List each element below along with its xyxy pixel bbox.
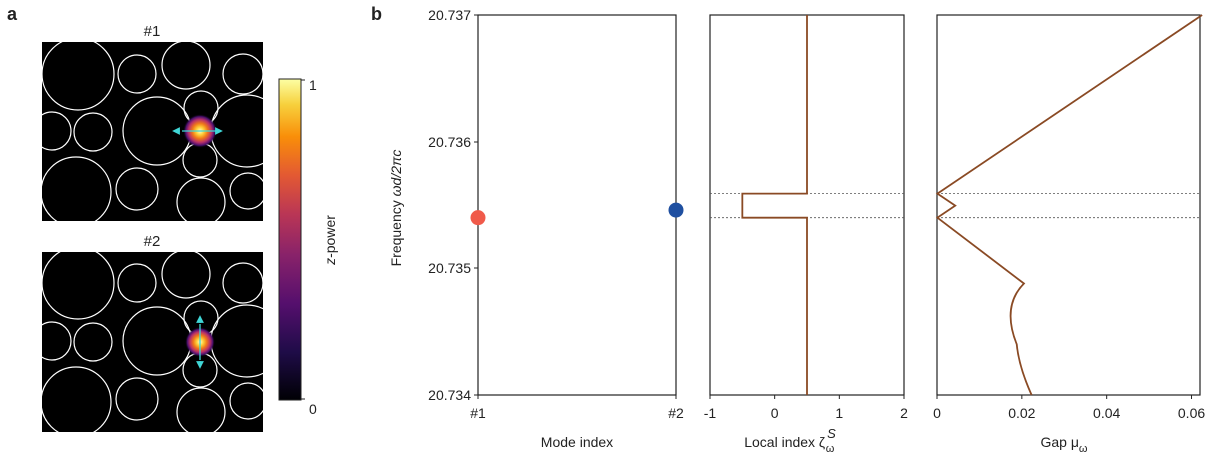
colorbar-max: 1 — [309, 77, 317, 93]
local-index-plot: -1 0 1 2 — [704, 15, 908, 421]
x-tick-label: 0.06 — [1178, 405, 1205, 421]
x-axis-label-mode-index: Mode index — [541, 434, 613, 450]
mode-index-plot-frame — [477, 14, 677, 396]
colorbar: 1 0 z-power — [278, 77, 338, 417]
x-tick-label: 0.04 — [1093, 405, 1120, 421]
image-1-title: #1 — [144, 23, 161, 40]
x-tick-label: 2 — [900, 405, 908, 421]
mode-point — [668, 202, 684, 218]
x-tick-label: 1 — [835, 405, 843, 421]
panel-b-letter: b — [371, 4, 382, 24]
mode-point — [470, 210, 486, 226]
y-tick-label: 20.734 — [428, 387, 471, 403]
x-tick-label: 0 — [771, 405, 779, 421]
gap-plot-frame — [936, 14, 1201, 396]
x-axis-label-gap: Gap μω — [1040, 434, 1087, 455]
series-line — [741, 15, 808, 395]
hole-circles-1 — [42, 42, 263, 221]
x-axis-label-local-index: Local index ζS ω — [744, 426, 836, 455]
y-tick-label: 20.735 — [428, 260, 471, 276]
y-axis-label: Frequency ωd/2πc — [388, 150, 404, 267]
mode-index-plot: #1 #2 — [470, 202, 684, 421]
x-tick-label: #1 — [470, 405, 486, 421]
series-line — [935, 14, 1203, 396]
panel-a-letter: a — [7, 4, 18, 24]
x-tick-label: 0 — [933, 405, 941, 421]
colorbar-label: z-power — [322, 215, 338, 266]
gap-plot: 0 0.02 0.04 0.06 — [933, 14, 1205, 421]
y-tick-label: 20.736 — [428, 134, 471, 150]
y-tick-label: 20.737 — [428, 7, 471, 23]
colorbar-min: 0 — [309, 401, 317, 417]
x-tick-label: 0.02 — [1008, 405, 1035, 421]
field-image-1 — [42, 42, 263, 221]
x-tick-label: -1 — [704, 405, 717, 421]
x-tick-label: #2 — [668, 405, 684, 421]
field-image-2 — [42, 252, 263, 432]
image-2-title: #2 — [144, 233, 161, 250]
y-axis: 20.737 20.736 20.735 20.734 — [428, 7, 478, 403]
